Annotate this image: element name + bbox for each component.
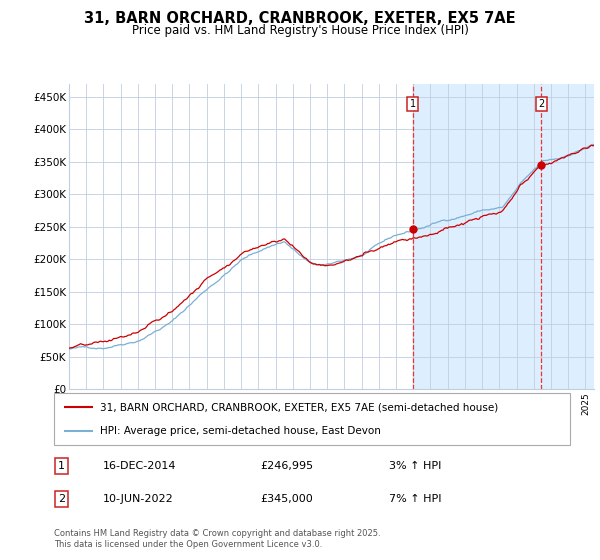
Text: Contains HM Land Registry data © Crown copyright and database right 2025.
This d: Contains HM Land Registry data © Crown c… [54, 529, 380, 549]
Text: 2: 2 [538, 99, 544, 109]
Text: 31, BARN ORCHARD, CRANBROOK, EXETER, EX5 7AE: 31, BARN ORCHARD, CRANBROOK, EXETER, EX5… [84, 11, 516, 26]
Text: 3% ↑ HPI: 3% ↑ HPI [389, 461, 442, 471]
Text: 31, BARN ORCHARD, CRANBROOK, EXETER, EX5 7AE (semi-detached house): 31, BARN ORCHARD, CRANBROOK, EXETER, EX5… [100, 402, 499, 412]
Text: 10-JUN-2022: 10-JUN-2022 [103, 494, 174, 505]
Text: 1: 1 [58, 461, 65, 471]
FancyBboxPatch shape [54, 393, 570, 445]
Text: £345,000: £345,000 [260, 494, 313, 505]
Text: 1: 1 [410, 99, 416, 109]
Text: Price paid vs. HM Land Registry's House Price Index (HPI): Price paid vs. HM Land Registry's House … [131, 24, 469, 36]
Text: 2: 2 [58, 494, 65, 505]
Text: 16-DEC-2014: 16-DEC-2014 [103, 461, 176, 471]
Text: £246,995: £246,995 [260, 461, 314, 471]
Text: 7% ↑ HPI: 7% ↑ HPI [389, 494, 442, 505]
Text: HPI: Average price, semi-detached house, East Devon: HPI: Average price, semi-detached house,… [100, 426, 382, 436]
Bar [413, 84, 594, 389]
